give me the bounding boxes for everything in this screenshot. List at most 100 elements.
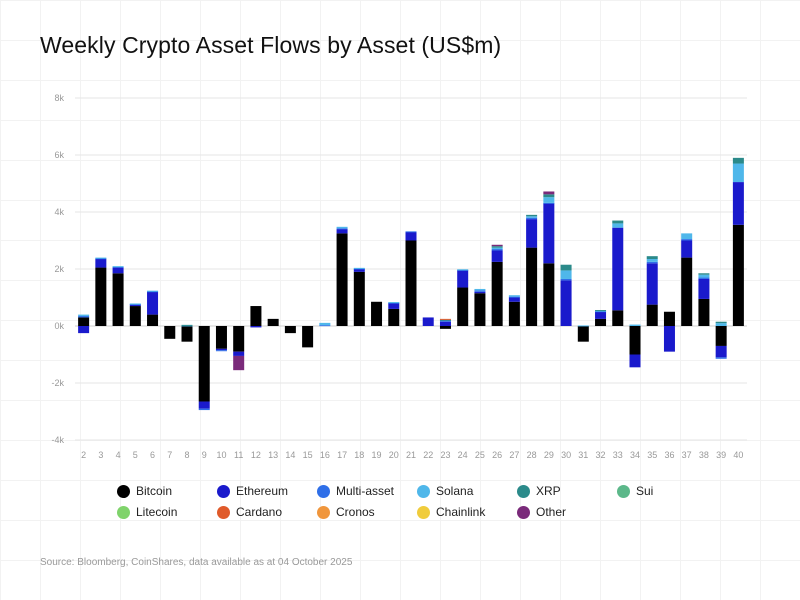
bar-segment-solana-week-38 (698, 274, 710, 278)
bar-segment-bitcoin-week-14 (284, 326, 296, 334)
bar-segment-xrp-week-23 (439, 319, 451, 321)
bar-segment-solana-week-40 (732, 163, 744, 183)
bar-segment-multi-asset-week-17 (336, 228, 348, 230)
bar-segment-ethereum-week-34 (629, 354, 641, 368)
x-tick-label: 22 (423, 450, 433, 460)
x-tick-label: 27 (509, 450, 519, 460)
bar-segment-ethereum-week-30 (560, 280, 572, 326)
legend-swatch (317, 505, 330, 519)
bar-segment-bitcoin-week-27 (508, 301, 520, 326)
legend-swatch (317, 484, 330, 498)
x-tick-label: 17 (337, 450, 347, 460)
bar-segment-ethereum-week-27 (508, 297, 520, 302)
x-tick-label: 23 (440, 450, 450, 460)
bar-segment-solana-week-37 (681, 233, 693, 240)
bar-segment-ethereum-week-29 (543, 203, 555, 264)
bar-segment-multi-asset-week-37 (681, 239, 693, 241)
x-tick-label: 10 (216, 450, 226, 460)
bar-segment-bitcoin-week-19 (371, 301, 383, 326)
bar-segment-bitcoin-week-4 (112, 273, 124, 326)
legend-swatch (117, 484, 130, 498)
x-tick-label: 21 (406, 450, 416, 460)
legend-swatch (417, 484, 430, 498)
bar-segment-solana-week-4 (112, 266, 124, 268)
bar-segment-ethereum-week-2 (78, 326, 90, 334)
bar-segment-bitcoin-week-17 (336, 233, 348, 326)
x-tick-label: 32 (596, 450, 606, 460)
x-tick-label: 28 (527, 450, 537, 460)
bar-segment-solana-week-2 (78, 314, 90, 317)
bar-segment-multi-asset-week-4 (112, 266, 124, 268)
x-tick-label: 29 (544, 450, 554, 460)
bar-segment-bitcoin-week-35 (646, 304, 658, 326)
x-tick-label: 5 (133, 450, 138, 460)
bar-segment-ethereum-week-22 (422, 317, 434, 326)
bar-segment-xrp-week-40 (732, 157, 744, 164)
x-tick-label: 25 (475, 450, 485, 460)
x-tick-label: 6 (150, 450, 155, 460)
bar-segment-solana-week-16 (319, 322, 331, 326)
x-tick-label: 9 (202, 450, 207, 460)
x-tick-label: 18 (354, 450, 364, 460)
x-tick-label: 38 (699, 450, 709, 460)
bar-segment-solana-week-24 (457, 269, 469, 271)
bar-segment-ethereum-week-11 (233, 351, 245, 356)
bar-segment-multi-asset-week-6 (147, 291, 159, 293)
legend-label: Solana (436, 484, 474, 498)
x-tick-label: 11 (234, 450, 243, 460)
bar-segment-xrp-week-38 (698, 273, 710, 275)
x-tick-label: 34 (630, 450, 640, 460)
bar-segment-bitcoin-week-6 (147, 314, 159, 326)
bar-segment-multi-asset-week-23 (439, 320, 451, 322)
bar-segment-ethereum-week-10 (215, 348, 227, 351)
bar-segment-ethereum-week-21 (405, 231, 417, 241)
x-tick-label: 39 (716, 450, 726, 460)
bar-segment-ethereum-week-39 (715, 345, 727, 358)
bar-segment-bitcoin-week-15 (302, 326, 314, 348)
x-tick-label: 37 (682, 450, 692, 460)
legend-label: XRP (536, 484, 561, 498)
bar-segment-bitcoin-week-26 (491, 261, 503, 326)
bar-segment-solana-week-34 (629, 324, 641, 326)
bar-segment-bitcoin-week-11 (233, 326, 245, 352)
bar-segment-solana-week-39 (715, 323, 727, 326)
bar-segment-solana-week-8 (181, 325, 193, 327)
legend-label: Other (536, 505, 567, 519)
y-tick-label: 4k (54, 207, 64, 217)
legend-label: Cardano (236, 505, 283, 519)
bar-segment-bitcoin-week-23 (439, 326, 451, 329)
bar-segment-multi-asset-week-29 (543, 202, 555, 204)
bar-segment-xrp-week-8 (181, 324, 193, 326)
bar-segment-xrp-week-29 (543, 194, 555, 198)
bar-segment-bitcoin-week-8 (181, 326, 193, 342)
bar-segment-ethereum-week-37 (681, 240, 693, 258)
bar-segment-xrp-week-33 (612, 220, 624, 224)
bar-segment-solana-week-30 (560, 270, 572, 279)
y-tick-label: 8k (54, 93, 64, 103)
bar-segment-bitcoin-week-18 (353, 271, 365, 326)
bar-segment-multi-asset-week-35 (646, 261, 658, 264)
x-tick-label: 33 (613, 450, 623, 460)
bar-segment-bitcoin-week-2 (78, 317, 90, 326)
bar-segment-solana-week-35 (646, 259, 658, 262)
x-tick-label: 14 (285, 450, 295, 460)
legend-swatch (517, 505, 530, 519)
bar-segment-ethereum-week-25 (474, 291, 486, 294)
bar-segment-ethereum-week-35 (646, 263, 658, 305)
bar-segment-solana-week-29 (543, 197, 555, 203)
bar-segment-bitcoin-week-25 (474, 293, 486, 326)
x-tick-label: 2 (81, 450, 86, 460)
bar-segment-ethereum-week-9 (198, 401, 210, 409)
bars (78, 157, 744, 411)
bar-segment-solana-week-26 (491, 247, 503, 250)
bar-segment-multi-asset-week-28 (526, 217, 538, 220)
bar-segment-ethereum-week-23 (439, 321, 451, 326)
bar-segment-other-week-26 (491, 244, 503, 247)
bar-segment-ethereum-week-5 (129, 304, 141, 307)
legend-swatch (217, 484, 230, 498)
bar-segment-ethereum-week-32 (595, 311, 607, 319)
bar-segment-xrp-week-26 (491, 246, 503, 248)
bar-segment-multi-asset-week-38 (698, 277, 710, 279)
bar-segment-solana-week-27 (508, 295, 520, 297)
bar-segment-bitcoin-week-10 (215, 326, 227, 349)
